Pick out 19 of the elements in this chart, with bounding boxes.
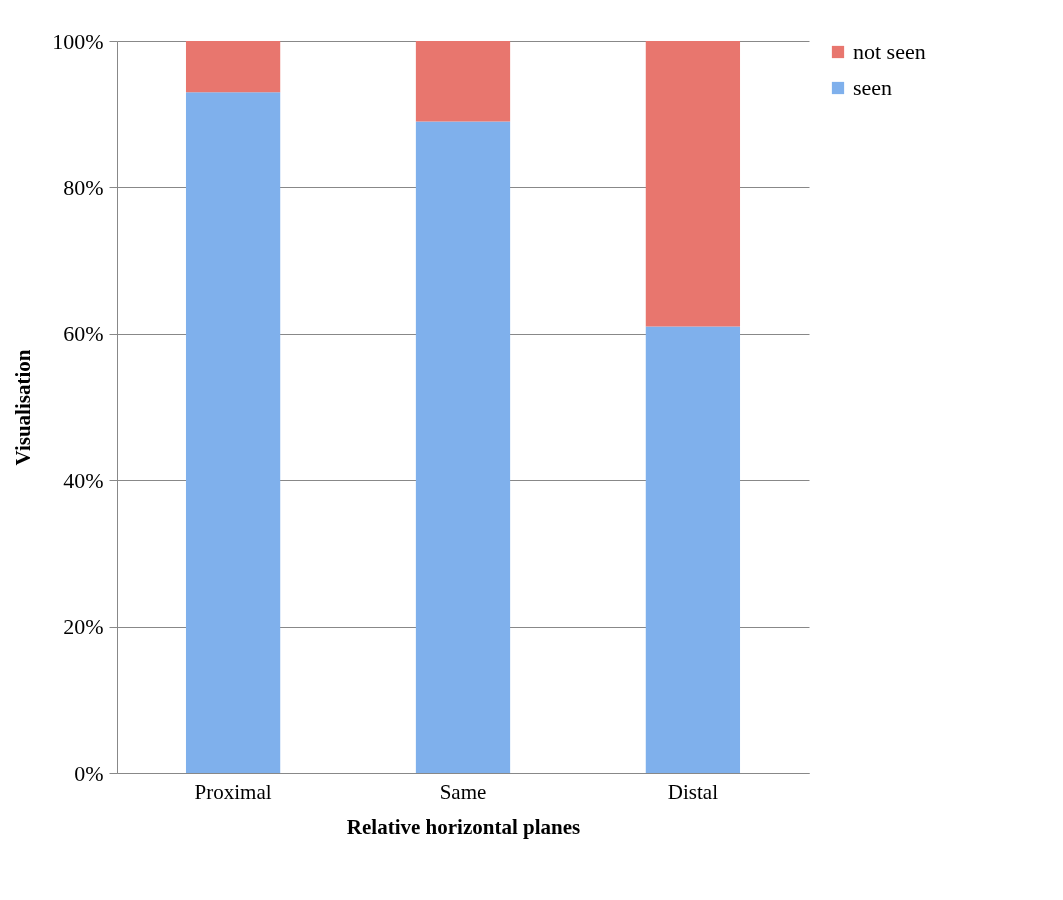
x-tick-label: Same: [439, 779, 487, 804]
bar: [185, 92, 281, 773]
y-tick-label: 0%: [74, 760, 104, 786]
bar: [415, 41, 511, 122]
x-tick-label: Distal: [667, 779, 719, 804]
y-tick-label: 40%: [63, 467, 104, 493]
bar: [645, 41, 741, 327]
x-tick-label: Proximal: [194, 779, 272, 804]
y-tick-label: 60%: [63, 321, 104, 347]
legend-label: not seen: [853, 39, 926, 64]
bar: [415, 121, 511, 773]
y-tick-label: 100%: [52, 28, 104, 54]
x-axis-title: Relative horizontal planes: [346, 814, 581, 839]
y-tick-label: 20%: [63, 614, 104, 640]
y-tick-label: 80%: [63, 174, 104, 200]
bar: [185, 41, 281, 93]
y-axis-title: Visualisation: [11, 349, 36, 466]
legend-label: seen: [853, 75, 893, 100]
bar: [645, 326, 741, 773]
